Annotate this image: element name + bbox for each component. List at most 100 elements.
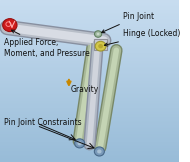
Bar: [0, 120, 179, 121]
Bar: [0, 50, 179, 51]
Bar: [0, 102, 179, 103]
Bar: [0, 56, 179, 57]
Bar: [0, 138, 179, 139]
Bar: [0, 6, 179, 7]
Bar: [0, 87, 179, 88]
Bar: [0, 157, 179, 158]
Bar: [0, 159, 179, 160]
Bar: [0, 5, 179, 6]
Circle shape: [95, 41, 106, 51]
Bar: [0, 13, 179, 14]
Text: Applied Force,
Moment, and Pressure: Applied Force, Moment, and Pressure: [4, 30, 89, 58]
Bar: [0, 130, 179, 131]
Bar: [0, 90, 179, 91]
Bar: [0, 100, 179, 101]
Bar: [0, 140, 179, 141]
Bar: [0, 11, 179, 12]
Bar: [0, 9, 179, 10]
Bar: [0, 83, 179, 84]
Bar: [0, 1, 179, 2]
Bar: [0, 36, 179, 37]
Bar: [0, 161, 179, 162]
Bar: [0, 33, 179, 34]
Bar: [0, 65, 179, 66]
Circle shape: [97, 33, 100, 35]
Bar: [0, 96, 179, 97]
Bar: [0, 12, 179, 13]
Bar: [0, 119, 179, 120]
Bar: [0, 109, 179, 110]
Bar: [0, 153, 179, 154]
Bar: [0, 149, 179, 150]
Bar: [0, 99, 179, 100]
Bar: [0, 128, 179, 129]
Bar: [0, 101, 179, 102]
Bar: [0, 134, 179, 135]
Bar: [0, 24, 179, 25]
Bar: [0, 124, 179, 125]
Bar: [0, 70, 179, 71]
Bar: [0, 104, 179, 105]
Bar: [0, 91, 179, 92]
Bar: [0, 3, 179, 4]
Circle shape: [94, 147, 104, 156]
Bar: [0, 2, 179, 3]
Text: Hinge (Locked): Hinge (Locked): [104, 29, 180, 46]
Bar: [0, 73, 179, 74]
Bar: [0, 111, 179, 112]
Bar: [0, 88, 179, 89]
Bar: [0, 51, 179, 52]
Bar: [0, 118, 179, 119]
Bar: [0, 37, 179, 38]
Bar: [0, 147, 179, 148]
Bar: [0, 126, 179, 127]
Bar: [0, 60, 179, 61]
Bar: [0, 114, 179, 115]
Bar: [0, 127, 179, 128]
Bar: [0, 136, 179, 137]
Bar: [0, 93, 179, 94]
Bar: [0, 80, 179, 81]
Bar: [0, 30, 179, 31]
Bar: [0, 75, 179, 76]
Bar: [0, 139, 179, 140]
Bar: [0, 148, 179, 149]
Bar: [0, 43, 179, 44]
Bar: [0, 53, 179, 54]
Bar: [0, 41, 179, 42]
Bar: [0, 84, 179, 85]
Bar: [0, 66, 179, 67]
Text: Pin Joint Constraints: Pin Joint Constraints: [4, 118, 81, 127]
Bar: [0, 47, 179, 48]
Bar: [0, 82, 179, 83]
Bar: [0, 146, 179, 147]
Bar: [0, 121, 179, 122]
Bar: [0, 42, 179, 43]
Bar: [0, 144, 179, 145]
Bar: [0, 74, 179, 75]
Bar: [0, 107, 179, 108]
Bar: [0, 97, 179, 98]
Circle shape: [94, 31, 102, 37]
FancyBboxPatch shape: [94, 39, 107, 50]
Bar: [0, 68, 179, 69]
Circle shape: [3, 19, 17, 32]
Bar: [0, 115, 179, 116]
Bar: [0, 152, 179, 153]
Text: Pin Joint: Pin Joint: [102, 12, 154, 33]
Circle shape: [75, 139, 85, 148]
Bar: [0, 21, 179, 22]
Bar: [0, 105, 179, 106]
Bar: [0, 125, 179, 126]
Bar: [0, 108, 179, 109]
Bar: [0, 122, 179, 123]
Circle shape: [77, 141, 82, 145]
Bar: [0, 32, 179, 33]
Bar: [0, 131, 179, 132]
Bar: [0, 85, 179, 86]
Bar: [0, 18, 179, 19]
Bar: [0, 48, 179, 49]
Bar: [0, 71, 179, 72]
Bar: [0, 14, 179, 15]
Bar: [0, 20, 179, 21]
